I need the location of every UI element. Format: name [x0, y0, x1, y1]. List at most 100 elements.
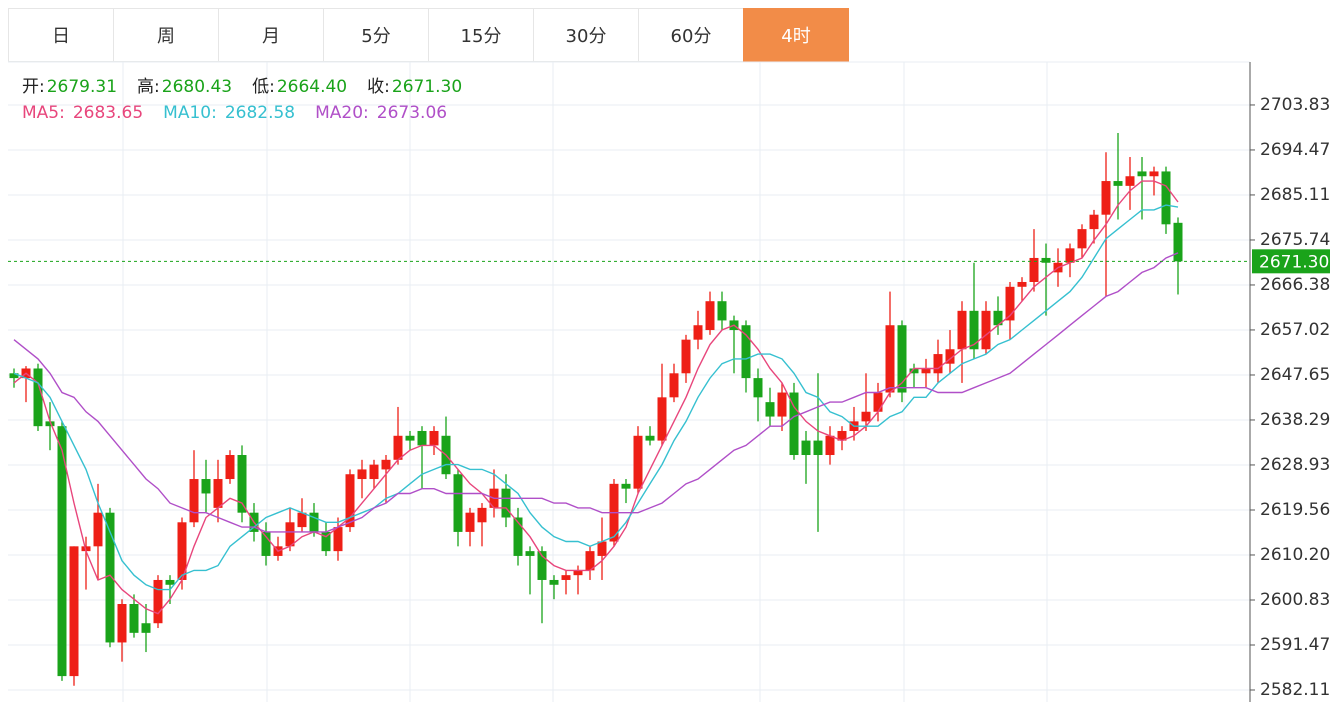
candle-body — [501, 488, 511, 518]
candle-body — [513, 517, 523, 556]
y-tick-label: 2694.47 — [1260, 140, 1330, 160]
candle-body — [813, 440, 823, 456]
candle-body — [957, 310, 967, 350]
candle-body — [57, 426, 67, 677]
period-tabs: 日周月 5分 15分 30分 60分 4时 — [8, 8, 849, 62]
y-tick-label: 2638.29 — [1260, 410, 1330, 430]
ma-line — [13, 252, 1179, 533]
candle-body — [789, 392, 799, 456]
info-label: 收: — [367, 77, 390, 97]
y-tick-label: 2703.83 — [1260, 95, 1330, 115]
y-tick-label: 2666.38 — [1260, 275, 1330, 295]
candle-body — [873, 392, 883, 412]
ma-legend-value: 2682.58 — [225, 103, 295, 123]
info-value: 2680.43 — [162, 77, 232, 97]
candle-body — [777, 392, 787, 417]
info-label: 高: — [137, 77, 160, 97]
candle-body — [741, 325, 751, 379]
candle-body — [285, 522, 295, 547]
info-value: 2679.31 — [47, 77, 117, 97]
candle-body — [345, 474, 355, 528]
candle-body — [165, 579, 175, 585]
period-tab[interactable]: 60分 — [638, 8, 743, 62]
candle-body — [801, 440, 811, 456]
candle-body — [177, 522, 187, 580]
candle-body — [69, 546, 79, 677]
candle-body — [921, 368, 931, 374]
candle-body — [33, 368, 43, 427]
candle-body — [1161, 171, 1171, 225]
candle-body — [213, 479, 223, 508]
candle-body — [621, 483, 631, 489]
ma-legend-value: 2683.65 — [73, 103, 143, 123]
candle-body — [1125, 176, 1135, 186]
candle-body — [225, 455, 235, 480]
candle-body — [1149, 171, 1159, 177]
candle-body — [93, 512, 103, 547]
candle-body — [573, 570, 583, 576]
candle-body — [45, 421, 55, 427]
candle-body — [945, 349, 955, 364]
candle-body — [525, 551, 535, 556]
candle-body — [753, 378, 763, 398]
ma-legend-name: MA5: — [22, 103, 65, 123]
candle-body — [705, 301, 715, 331]
candle-body — [105, 512, 115, 643]
candle-body — [201, 479, 211, 494]
info-value: 2671.30 — [392, 77, 462, 97]
candle-body — [1029, 257, 1039, 282]
candle-body — [717, 301, 727, 321]
candle-body — [321, 531, 331, 552]
period-tab[interactable]: 周 — [113, 8, 218, 62]
candle-body — [969, 310, 979, 350]
candle-body — [453, 474, 463, 532]
info-label: 低: — [252, 77, 275, 97]
y-tick-label: 2610.20 — [1260, 545, 1330, 565]
candle-body — [765, 402, 775, 417]
y-tick-label: 2685.11 — [1260, 185, 1330, 205]
period-tab[interactable]: 日 — [8, 8, 113, 62]
info-value: 2664.40 — [277, 77, 347, 97]
y-tick-label: 2582.11 — [1260, 680, 1330, 700]
candle-body — [1089, 214, 1099, 230]
candle-body — [981, 310, 991, 350]
candle-body — [657, 397, 667, 441]
candle-body — [117, 604, 127, 643]
candle-body — [825, 435, 835, 456]
candle-body — [1041, 257, 1051, 263]
candle-body — [561, 575, 571, 580]
period-tab[interactable]: 4时 — [743, 8, 849, 62]
candle-body — [861, 411, 871, 422]
y-tick-label: 2628.93 — [1260, 455, 1330, 475]
period-tab[interactable]: 30分 — [533, 8, 638, 62]
last-price-label: 2671.30 — [1259, 252, 1329, 272]
candle-body — [909, 368, 919, 374]
candle-body — [297, 512, 307, 528]
period-tab[interactable]: 月 — [218, 8, 323, 62]
candle-body — [477, 507, 487, 523]
y-tick-label: 2619.56 — [1260, 500, 1330, 520]
candle-body — [693, 325, 703, 340]
candle-body — [1065, 248, 1075, 263]
candle-body — [585, 551, 595, 571]
ma-line — [13, 180, 1179, 615]
candle-body — [837, 430, 847, 441]
candle-body — [1173, 222, 1183, 262]
y-tick-label: 2647.65 — [1260, 365, 1330, 385]
period-tab[interactable]: 5分 — [323, 8, 428, 62]
candle-body — [633, 435, 643, 489]
candle-body — [465, 512, 475, 532]
candle-body — [933, 354, 943, 374]
candle-body — [549, 579, 559, 585]
candle-body — [1005, 286, 1015, 321]
candle-body — [333, 527, 343, 552]
candle-body — [357, 469, 367, 480]
candle-body — [153, 579, 163, 624]
ma-legend-value: 2673.06 — [377, 103, 447, 123]
ma-legend-name: MA20: — [315, 103, 369, 123]
candle-body — [1017, 281, 1027, 287]
candle-body — [393, 435, 403, 460]
candle-body — [237, 455, 247, 513]
ma-line — [13, 204, 1179, 591]
